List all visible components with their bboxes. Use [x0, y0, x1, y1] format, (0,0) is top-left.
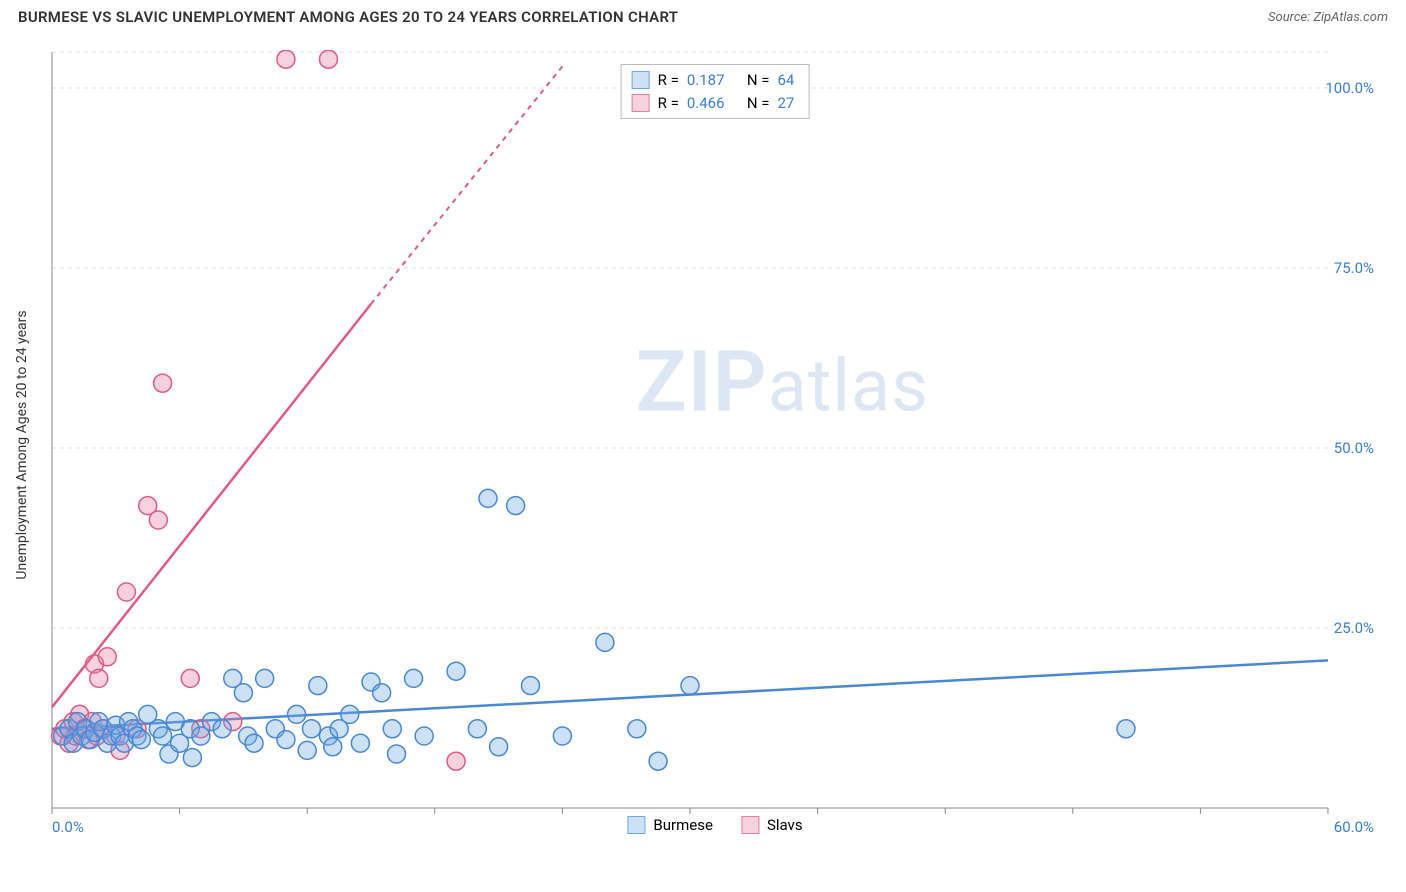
legend-r-label: R = [658, 92, 679, 115]
chart-title: BURMESE VS SLAVIC UNEMPLOYMENT AMONG AGE… [18, 8, 678, 26]
legend-r-value: 0.466 [687, 92, 739, 115]
svg-text:100.0%: 100.0% [1325, 79, 1374, 97]
stats-legend-row: R = 0.187 N = 64 [632, 69, 795, 92]
series-legend-label: Burmese [653, 816, 713, 834]
scatter-chart: 25.0% 50.0% 75.0% 100.0% 0.0% 60.0% [40, 50, 1380, 840]
legend-r-label: R = [658, 69, 679, 92]
svg-text:50.0%: 50.0% [1334, 439, 1374, 457]
legend-n-value: 64 [777, 69, 794, 92]
series-legend-item: Burmese [627, 816, 713, 834]
stats-legend-row: R = 0.466 N = 27 [632, 92, 795, 115]
series-legend: Burmese Slavs [627, 816, 802, 834]
series-legend-item: Slavs [741, 816, 803, 834]
chart-header: BURMESE VS SLAVIC UNEMPLOYMENT AMONG AGE… [0, 0, 1406, 28]
y-axis-label: Unemployment Among Ages 20 to 24 years [14, 310, 30, 579]
legend-r-value: 0.187 [687, 69, 739, 92]
series-legend-label: Slavs [767, 816, 803, 834]
source-attribution: Source: ZipAtlas.com [1268, 10, 1388, 25]
legend-swatch-icon [632, 94, 650, 112]
legend-n-label: N = [747, 92, 770, 115]
svg-text:60.0%: 60.0% [1334, 818, 1374, 836]
legend-swatch-icon [627, 816, 645, 834]
legend-swatch-icon [632, 71, 650, 89]
legend-swatch-icon [741, 816, 759, 834]
svg-text:75.0%: 75.0% [1334, 259, 1374, 277]
svg-text:0.0%: 0.0% [52, 818, 84, 836]
svg-text:25.0%: 25.0% [1334, 619, 1374, 637]
chart-area: Unemployment Among Ages 20 to 24 years Z… [40, 50, 1390, 840]
legend-n-value: 27 [777, 92, 794, 115]
legend-n-label: N = [747, 69, 770, 92]
stats-legend: R = 0.187 N = 64 R = 0.466 N = 27 [621, 64, 810, 119]
